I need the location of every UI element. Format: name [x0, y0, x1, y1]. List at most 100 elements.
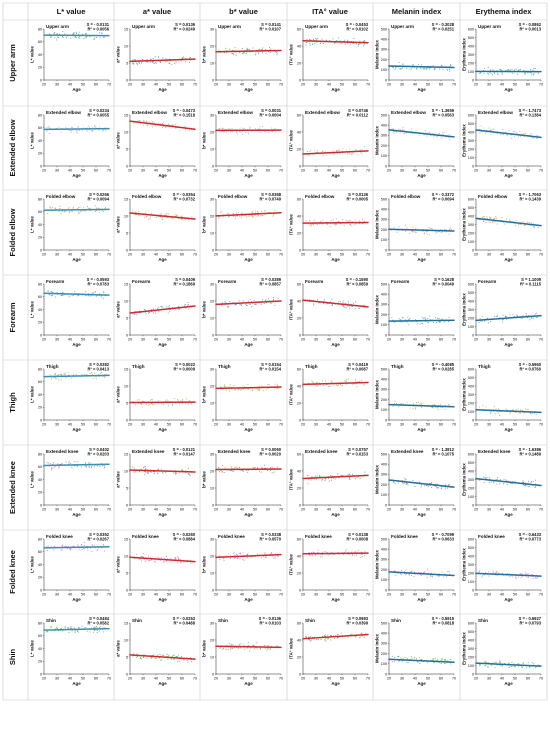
data-point [47, 290, 49, 293]
x-tick-label: 40 [327, 168, 332, 173]
y-tick-label: 20 [210, 213, 215, 218]
data-point [445, 231, 447, 233]
data-point [98, 126, 100, 128]
data-point [535, 413, 537, 416]
x-axis-label: Age [244, 512, 253, 517]
data-point [490, 217, 492, 219]
data-point [160, 659, 163, 661]
regression-line [43, 627, 110, 631]
x-tick-label: 60 [180, 168, 185, 173]
data-point [78, 33, 80, 35]
data-point [162, 57, 164, 59]
data-point [312, 551, 314, 553]
x-axis-label: Age [417, 257, 426, 262]
data-point [76, 129, 78, 131]
data-point [440, 488, 443, 490]
data-point [256, 648, 258, 650]
data-point [345, 550, 347, 552]
data-point [316, 39, 318, 41]
data-point [147, 312, 150, 314]
x-axis-label: Age [158, 173, 167, 178]
x-axis-label: Age [72, 257, 81, 262]
data-point [230, 470, 232, 472]
data-point [322, 154, 325, 156]
data-point [85, 466, 87, 468]
data-point [180, 218, 182, 220]
panel-title: Thigh [478, 364, 491, 369]
x-axis-label: Age [504, 87, 513, 92]
data-point [436, 406, 438, 409]
x-tick-label: 20 [214, 168, 219, 173]
x-tick-label: 70 [107, 252, 112, 257]
data-point [92, 631, 94, 633]
data-point [88, 462, 90, 464]
data-point [63, 373, 65, 375]
data-point [518, 576, 520, 578]
data-point [86, 630, 88, 632]
data-point [419, 662, 421, 665]
y-axis-label: ITA° value [289, 298, 294, 320]
data-point [259, 126, 261, 128]
y-tick-label: 20 [210, 129, 215, 134]
data-point [440, 404, 442, 406]
y-tick-label: 0 [212, 77, 215, 82]
data-point [221, 302, 223, 304]
data-point [326, 303, 328, 305]
data-point [238, 300, 240, 302]
y-axis-label: a* value [116, 132, 121, 149]
r-squared-label: R² = 0.0285 [432, 367, 454, 372]
y-tick-label: 500 [381, 112, 388, 117]
x-tick-label: 30 [400, 676, 405, 681]
x-tick-label: 40 [413, 422, 418, 427]
y-tick-label: 0 [40, 163, 43, 168]
data-point [329, 226, 331, 228]
data-point [489, 69, 492, 71]
data-point [165, 560, 167, 562]
data-point [433, 659, 435, 661]
data-point [360, 556, 362, 559]
data-point [525, 485, 527, 487]
x-tick-label: 60 [180, 507, 185, 512]
data-point [231, 52, 233, 55]
data-point [444, 573, 446, 575]
x-tick-label: 40 [240, 676, 245, 681]
data-point [489, 217, 491, 220]
y-tick-label: 0 [212, 502, 215, 507]
data-point [432, 657, 434, 659]
data-point [243, 52, 245, 54]
data-point [229, 384, 231, 386]
data-point [46, 631, 48, 633]
regression-line [215, 645, 282, 649]
y-tick-label: 400 [468, 129, 475, 134]
y-tick-label: 300 [381, 387, 388, 392]
regression-line [129, 469, 196, 473]
data-point [61, 210, 63, 212]
data-point [149, 404, 151, 406]
x-tick-label: 30 [400, 168, 405, 173]
data-point [320, 638, 322, 640]
data-point [412, 407, 414, 409]
data-point [138, 214, 140, 216]
panel-title: Shin [46, 618, 56, 623]
data-point [508, 69, 510, 71]
y-tick-label: 300 [468, 477, 475, 482]
data-point [74, 461, 76, 463]
y-tick-label: 40 [297, 43, 302, 48]
data-point [479, 665, 481, 667]
data-point [440, 137, 442, 139]
x-tick-label: 70 [279, 676, 284, 681]
data-point [500, 479, 502, 481]
data-point [342, 474, 344, 477]
data-point [398, 226, 400, 228]
data-point [426, 135, 428, 137]
data-point [151, 61, 153, 63]
y-tick-label: 40 [297, 213, 302, 218]
r-squared-label: R² = 0.1439 [519, 197, 541, 202]
y-tick-label: 100 [381, 407, 388, 412]
slope-label: S = 0.0419 [348, 362, 369, 367]
data-point [407, 484, 409, 486]
data-point [91, 545, 93, 547]
data-point [358, 43, 360, 45]
data-point [271, 551, 273, 553]
